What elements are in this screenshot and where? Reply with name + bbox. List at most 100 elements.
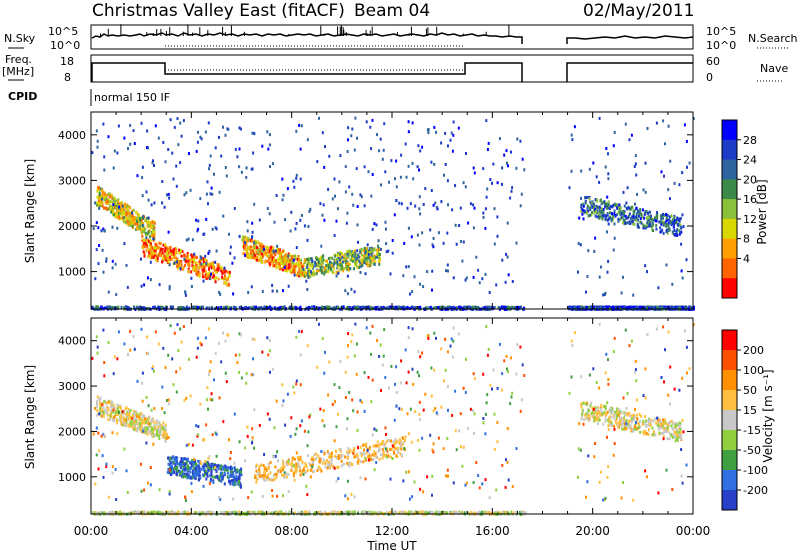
echo-cell — [256, 511, 259, 515]
echo-cell — [162, 426, 164, 430]
echo-cell — [283, 266, 286, 269]
echo-cell — [496, 181, 499, 185]
echo-cell — [638, 214, 640, 218]
echo-cell — [129, 214, 132, 218]
echo-cell — [419, 149, 422, 153]
echo-cell — [501, 166, 504, 170]
echo-cell — [611, 217, 613, 221]
echo-cell — [645, 210, 648, 213]
echo-cell — [324, 266, 327, 269]
echo-cell — [493, 242, 496, 246]
echo-cell — [343, 257, 346, 261]
echo-cell — [354, 249, 357, 253]
echo-cell — [468, 305, 471, 309]
echo-cell — [662, 119, 665, 123]
echo-cell — [655, 121, 658, 125]
echo-cell — [598, 275, 601, 279]
echo-cell — [205, 262, 208, 265]
echo-cell — [187, 237, 190, 241]
echo-cell — [148, 244, 151, 248]
echo-cell — [585, 306, 588, 310]
echo-cell — [336, 260, 339, 264]
echo-cell — [623, 204, 626, 208]
echo-cell — [130, 424, 133, 428]
echo-cell — [249, 510, 252, 514]
echo-cell — [671, 282, 674, 286]
echo-cell — [110, 409, 112, 413]
echo-cell — [447, 269, 449, 273]
echo-cell — [515, 241, 518, 245]
echo-cell — [369, 256, 372, 260]
echo-cell — [675, 221, 678, 224]
echo-cell — [359, 250, 362, 254]
echo-cell — [293, 511, 296, 515]
echo-cell — [606, 230, 608, 234]
echo-cell — [667, 224, 669, 228]
echo-cell — [485, 195, 488, 199]
echo-cell — [385, 242, 388, 246]
echo-cell — [99, 396, 102, 400]
echo-cell — [154, 251, 157, 255]
echo-cell — [100, 414, 103, 418]
echo-cell — [116, 409, 119, 413]
echo-cell — [279, 261, 282, 265]
echo-cell — [593, 249, 596, 253]
echo-cell — [273, 220, 276, 224]
echo-cell — [630, 205, 633, 209]
echo-cell — [307, 261, 310, 265]
echo-cell — [269, 246, 272, 250]
echo-cell — [351, 257, 354, 261]
echo-cell — [678, 183, 681, 187]
echo-cell — [663, 174, 665, 178]
echo-cell — [426, 128, 429, 132]
echo-cell — [99, 407, 102, 410]
echo-cell — [614, 306, 617, 310]
echo-cell — [111, 207, 114, 211]
echo-cell — [330, 266, 333, 270]
echo-cell — [118, 215, 121, 219]
echo-cell — [156, 419, 158, 423]
echo-cell — [171, 250, 174, 254]
echo-cell — [351, 253, 354, 257]
echo-cell — [106, 199, 109, 203]
echo-cell — [181, 511, 184, 515]
echo-cell — [594, 236, 597, 240]
echo-cell — [477, 268, 480, 272]
echo-cell — [203, 267, 205, 271]
echo-cell — [410, 235, 413, 239]
echo-cell — [140, 257, 142, 261]
echo-cell — [120, 208, 123, 212]
echo-cell — [324, 145, 326, 149]
echo-cell — [101, 511, 104, 515]
echo-cell — [353, 255, 356, 259]
echo-cell — [96, 189, 99, 193]
echo-cell — [607, 152, 609, 156]
echo-cell — [278, 265, 281, 269]
echo-cell — [211, 510, 214, 514]
echo-cell — [628, 212, 631, 216]
echo-cell — [579, 243, 582, 247]
echo-cell — [161, 247, 164, 251]
echo-cell — [319, 510, 322, 514]
echo-cell — [363, 246, 366, 250]
echo-cell — [449, 138, 452, 142]
echo-cell — [600, 265, 602, 269]
echo-cell — [635, 173, 638, 177]
echo-cell — [192, 266, 195, 270]
echo-cell — [131, 211, 134, 215]
echo-cell — [348, 511, 351, 515]
echo-cell — [182, 254, 185, 258]
echo-cell — [191, 260, 194, 264]
echo-cell — [140, 227, 143, 231]
echo-cell — [583, 209, 586, 213]
echo-cell — [429, 228, 432, 232]
echo-cell — [347, 252, 350, 256]
echo-cell — [489, 178, 492, 181]
echo-cell — [274, 259, 277, 263]
echo-cell — [608, 207, 611, 210]
echo-cell — [599, 215, 602, 219]
echo-cell — [246, 220, 249, 224]
echo-cell — [347, 126, 350, 130]
echo-cell — [200, 137, 203, 141]
echo-cell — [120, 417, 122, 421]
